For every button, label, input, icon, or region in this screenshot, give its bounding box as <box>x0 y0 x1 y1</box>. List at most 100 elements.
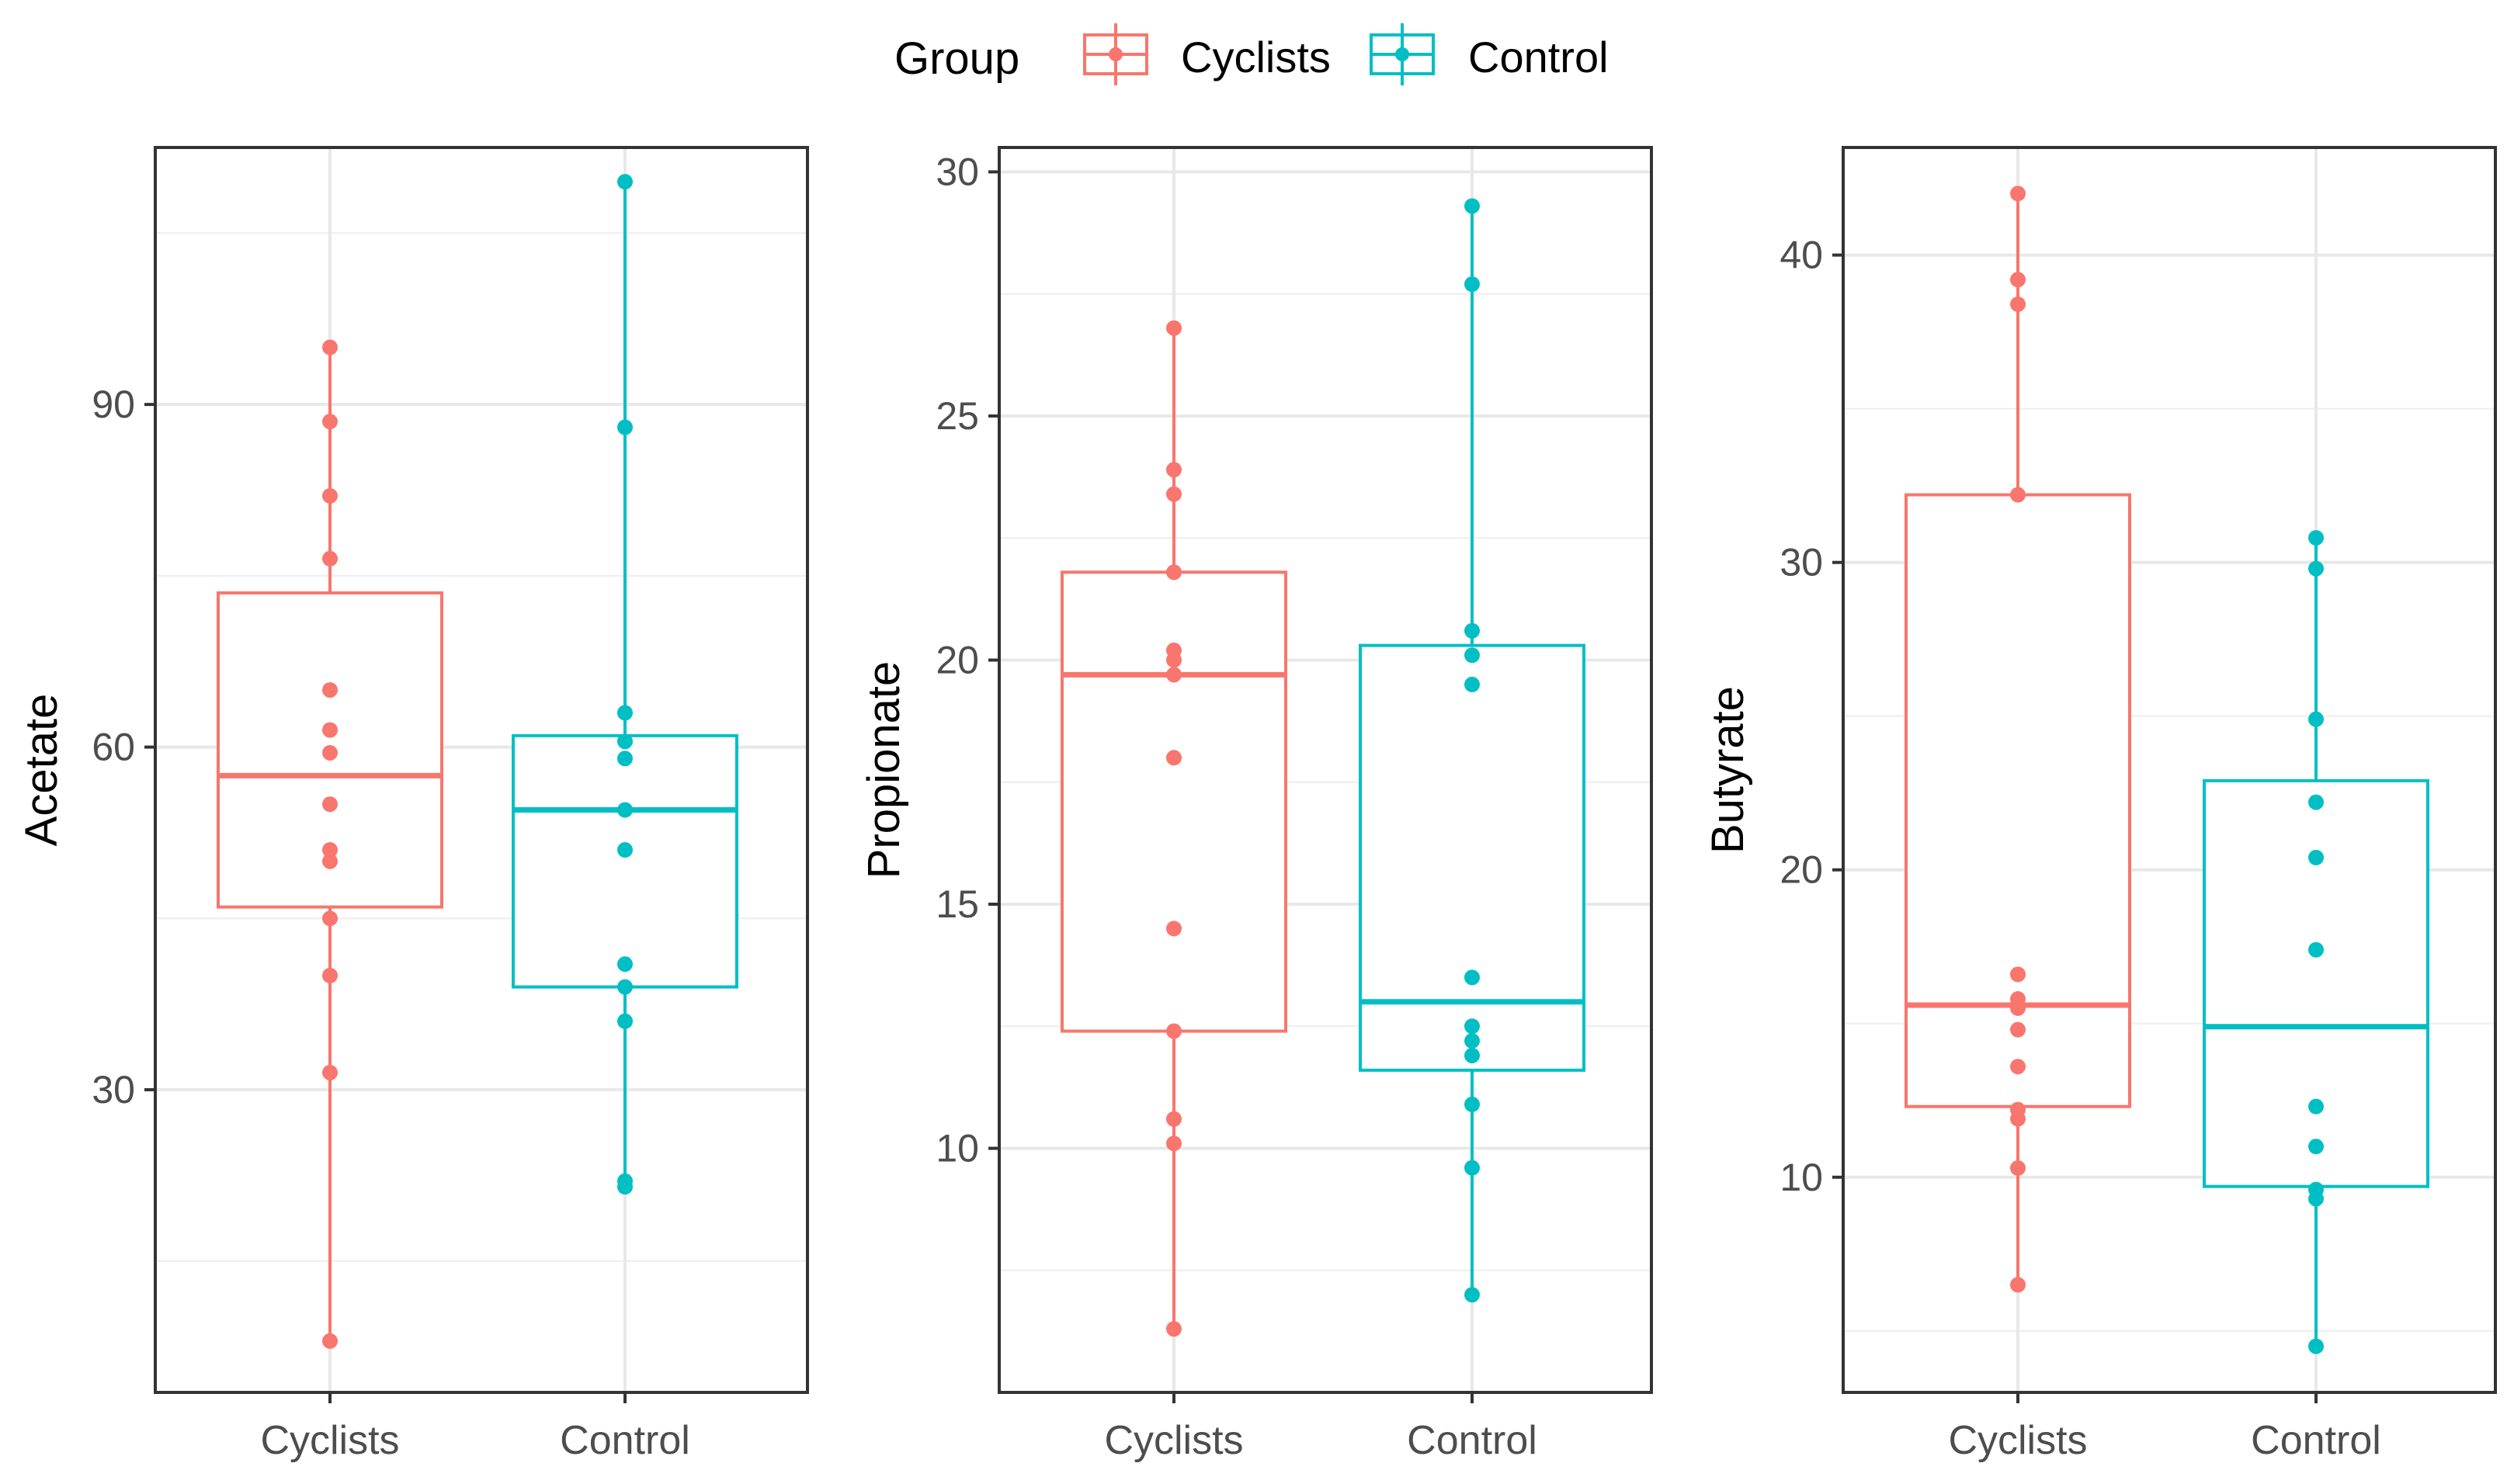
data-point-cyclists <box>2010 1160 2026 1176</box>
data-point-control <box>617 705 633 721</box>
data-point-cyclists <box>1166 320 1182 336</box>
x-tick-label-control: Control <box>2251 1418 2381 1463</box>
data-point-cyclists <box>1166 564 1182 581</box>
y-tick-label: 30 <box>1780 541 1823 584</box>
legend-key-control <box>1370 23 1435 85</box>
y-axis-ticks: 10 15 20 25 30 <box>936 150 1474 1403</box>
y-axis-title: Propionate <box>859 661 909 879</box>
data-point-control <box>1464 969 1480 986</box>
data-point-control <box>1464 1018 1480 1035</box>
data-point-control <box>617 842 633 858</box>
legend: Group Cyclists Control <box>894 23 1609 85</box>
data-point-control <box>2308 711 2324 727</box>
data-point-control <box>2308 1191 2324 1207</box>
boxplots <box>1061 206 1585 1330</box>
panel-butyrate: 10 20 30 40 Cyclists Control Butyrate <box>1703 146 2497 1463</box>
data-point-cyclists <box>322 910 338 927</box>
data-point-cyclists <box>322 967 338 983</box>
data-point-cyclists <box>322 339 338 355</box>
y-axis-title: Acetate <box>16 694 67 847</box>
data-point-cyclists <box>1166 750 1182 766</box>
data-point-control <box>1464 647 1480 664</box>
legend-label-control: Control <box>1468 33 1609 81</box>
data-point-cyclists <box>2010 1000 2026 1016</box>
y-tick-label: 30 <box>936 150 979 193</box>
data-points <box>322 174 633 1349</box>
data-point-cyclists <box>1166 1023 1182 1039</box>
legend-label-cyclists: Cyclists <box>1181 33 1331 81</box>
legend-title: Group <box>894 33 1019 84</box>
data-point-control <box>617 802 633 818</box>
x-tick-label-cyclists: Cyclists <box>260 1418 399 1463</box>
y-axis-ticks: 30 60 90 <box>92 383 627 1403</box>
data-point-control <box>1464 198 1480 214</box>
data-point-cyclists <box>2010 966 2026 983</box>
data-point-cyclists <box>322 487 338 504</box>
data-point-cyclists <box>1166 462 1182 478</box>
data-point-cyclists <box>1166 667 1182 683</box>
y-tick-label: 20 <box>936 638 979 681</box>
data-point-control <box>617 979 633 995</box>
y-tick-label: 30 <box>92 1068 135 1111</box>
box-control <box>1359 643 1585 1072</box>
data-point-cyclists <box>2010 272 2026 288</box>
data-point-control <box>1464 1287 1480 1303</box>
y-tick-label: 10 <box>936 1126 979 1170</box>
data-point-cyclists <box>1166 921 1182 937</box>
data-point-control <box>2308 529 2324 546</box>
y-tick-label: 90 <box>92 383 135 426</box>
data-point-cyclists <box>2010 1059 2026 1075</box>
panel-border <box>154 146 809 1394</box>
data-point-cyclists <box>322 722 338 738</box>
data-point-cyclists <box>322 796 338 813</box>
panel-border <box>1842 146 2497 1394</box>
data-point-control <box>617 751 633 767</box>
data-point-cyclists <box>322 414 338 430</box>
data-point-cyclists <box>1166 1321 1182 1337</box>
data-point-control <box>2308 560 2324 577</box>
y-axis-ticks: 10 20 30 40 <box>1780 234 2318 1403</box>
legend-key-cyclists <box>1083 23 1148 85</box>
data-point-cyclists <box>322 550 338 567</box>
data-point-cyclists <box>1166 652 1182 668</box>
y-axis-title: Butyrate <box>1703 686 1753 854</box>
box-cyclists <box>1061 570 1287 1033</box>
box-control <box>512 733 738 989</box>
data-point-control <box>617 419 633 435</box>
data-point-cyclists <box>1166 486 1182 502</box>
data-point-control <box>2308 1139 2324 1155</box>
panel-border <box>998 146 1653 1394</box>
data-point-control <box>1464 1033 1480 1049</box>
y-tick-label: 10 <box>1780 1156 1823 1199</box>
y-tick-label: 20 <box>1780 848 1823 892</box>
data-point-cyclists <box>2010 186 2026 202</box>
data-point-cyclists <box>2010 487 2026 503</box>
data-point-cyclists <box>2010 1111 2026 1127</box>
x-tick-label-control: Control <box>560 1418 690 1463</box>
y-tick-label: 15 <box>936 882 979 926</box>
x-tick-label-cyclists: Cyclists <box>1104 1418 1243 1463</box>
data-point-cyclists <box>322 744 338 761</box>
y-tick-label: 40 <box>1780 234 1823 277</box>
x-tick-label-control: Control <box>1407 1418 1537 1463</box>
data-point-control <box>1464 1160 1480 1176</box>
panel-propionate: 10 15 20 25 30 Cyclists Control Propionate <box>859 146 1653 1463</box>
data-point-cyclists <box>1166 1136 1182 1152</box>
data-point-cyclists <box>322 853 338 869</box>
box-control <box>2203 778 2429 1188</box>
data-point-control <box>617 1179 633 1195</box>
data-point-cyclists <box>2010 1021 2026 1038</box>
data-point-control <box>2308 1338 2324 1354</box>
data-point-cyclists <box>2010 1277 2026 1293</box>
data-point-cyclists <box>322 681 338 698</box>
data-point-control <box>1464 276 1480 293</box>
data-point-control <box>617 733 633 750</box>
data-point-cyclists <box>1166 1111 1182 1127</box>
data-point-cyclists <box>322 1333 338 1349</box>
data-point-control <box>2308 794 2324 810</box>
x-tick-label-cyclists: Cyclists <box>1948 1418 2087 1463</box>
y-tick-label: 25 <box>936 394 979 438</box>
data-point-control <box>1464 1047 1480 1063</box>
data-point-control <box>2308 941 2324 958</box>
data-point-control <box>617 1013 633 1029</box>
